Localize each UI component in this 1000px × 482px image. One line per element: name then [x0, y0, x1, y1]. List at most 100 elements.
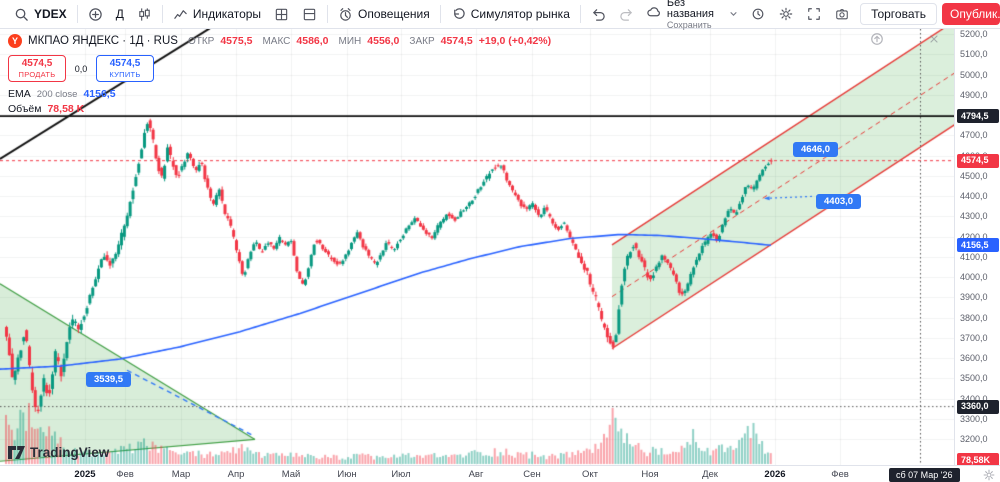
- indicators-label: Индикаторы: [192, 7, 262, 21]
- buy-button[interactable]: 4574,5 КУПИТЬ: [96, 55, 154, 82]
- toolbar-separator: [579, 5, 581, 23]
- redo-icon: [619, 7, 634, 22]
- open-label: ОТКР: [187, 35, 215, 47]
- scroll-to-recent-icon[interactable]: [870, 32, 884, 51]
- price-tick: 3300,0: [960, 413, 988, 424]
- price-tick: 3900,0: [960, 292, 988, 303]
- volume-legend-row[interactable]: Объём 78,58 K: [8, 103, 551, 115]
- replay-label: Симулятор рынка: [470, 7, 570, 21]
- time-tick: Фев: [831, 469, 849, 480]
- price-tick: 3500,0: [960, 373, 988, 384]
- toolbar-separator: [439, 5, 441, 23]
- price-tick: 5000,0: [960, 69, 988, 80]
- price-tick: 4500,0: [960, 170, 988, 181]
- price-tick: 4400,0: [960, 191, 988, 201]
- price-tick: 3200,0: [960, 434, 988, 444]
- fullscreen-button[interactable]: [801, 2, 827, 26]
- tradingview-mark-icon: [8, 446, 25, 459]
- axis-settings-icon[interactable]: [983, 468, 995, 482]
- toolbar-right-group: Без названия Сохранить Торговать Опублик…: [641, 0, 1000, 30]
- time-tick: Июн: [337, 469, 357, 480]
- chart-style-button[interactable]: [131, 2, 158, 26]
- chevron-down-icon: [729, 5, 738, 23]
- price-badge[interactable]: 4794,5: [957, 109, 999, 124]
- sell-label: ПРОДАТЬ: [18, 69, 56, 79]
- price-chart-canvas[interactable]: [0, 29, 954, 465]
- price-label-badge[interactable]: 3539,5: [86, 372, 132, 387]
- price-badge[interactable]: 78,58K: [957, 453, 999, 467]
- grid-layout-icon: [274, 7, 289, 22]
- symbol-search-button[interactable]: YDEX: [8, 2, 73, 26]
- publish-button[interactable]: Опублик...: [942, 3, 1000, 25]
- redo-button[interactable]: [613, 2, 640, 26]
- close-icon[interactable]: [928, 32, 940, 51]
- price-tick: 5100,0: [960, 49, 988, 60]
- time-axis[interactable]: сб 07 Мар '26 2025 Фев Мар Апр Май Июн Июл Авг С…: [0, 465, 1000, 482]
- price-tick: 4100,0: [960, 251, 988, 262]
- buy-label: КУПИТЬ: [109, 69, 141, 79]
- time-tick: Ноя: [641, 469, 659, 480]
- time-tick: Сен: [523, 469, 541, 480]
- price-badge[interactable]: 3360,0: [957, 399, 999, 414]
- save-layout-menu[interactable]: Без названия Сохранить: [641, 0, 743, 30]
- alerts-label: Оповещения: [358, 7, 430, 21]
- close-label: ЗАКР: [409, 35, 435, 47]
- undo-button[interactable]: [585, 2, 612, 26]
- clock-icon: [751, 7, 765, 21]
- price-label-badge[interactable]: 4646,0: [793, 142, 839, 157]
- alarm-clock-icon: [338, 7, 353, 22]
- chart-legend: Y МКПАО ЯНДЕКС · 1Д · RUS ОТКР 4575,5 МА…: [8, 34, 551, 115]
- spread-value: 0,0: [74, 63, 88, 74]
- cloud-save-icon: [646, 4, 661, 24]
- snapshot-button[interactable]: [829, 2, 855, 26]
- sell-button[interactable]: 4574,5 ПРОДАТЬ: [8, 55, 66, 82]
- price-tick: 4200,0: [960, 231, 988, 242]
- replay-button[interactable]: Симулятор рынка: [445, 2, 576, 26]
- date-badge: сб 07 Мар '26: [889, 468, 960, 482]
- settings-button[interactable]: [773, 2, 799, 26]
- open-value: 4575,5: [220, 35, 253, 47]
- alerts-button[interactable]: Оповещения: [332, 2, 436, 26]
- time-tick: Дек: [702, 469, 718, 480]
- tradingview-logo-text: TradingView: [30, 445, 110, 460]
- high-value: 4586,0: [296, 35, 329, 47]
- compare-button[interactable]: [82, 2, 109, 26]
- gear-icon: [779, 7, 793, 21]
- undo-icon: [591, 7, 606, 22]
- ema-params: 200 close: [36, 88, 78, 100]
- indicator-templates-button[interactable]: [268, 2, 295, 26]
- camera-icon: [835, 7, 849, 21]
- price-tick: 3400,0: [960, 393, 988, 404]
- indicators-button[interactable]: Индикаторы: [167, 2, 267, 26]
- time-tick: 2025: [74, 469, 96, 480]
- interval-button[interactable]: Д: [110, 2, 130, 26]
- toolbar-separator: [76, 5, 78, 23]
- time-tick: Фев: [116, 469, 134, 480]
- top-toolbar: YDEX Д Индикаторы Оповещения: [0, 0, 1000, 30]
- price-tick: 3800,0: [960, 312, 988, 323]
- price-axis[interactable]: 3200,0 3300,0 3400,0 3500,0 3600,0 3700,0 3800…: [954, 29, 1000, 467]
- legend-symbol-row: Y МКПАО ЯНДЕКС · 1Д · RUS ОТКР 4575,5 МА…: [8, 34, 551, 48]
- price-tick: 4700,0: [960, 130, 988, 141]
- market-status-button[interactable]: [745, 2, 771, 26]
- time-tick: Июл: [391, 469, 411, 480]
- price-badge[interactable]: 4156,5: [957, 238, 999, 253]
- price-tick: 4300,0: [960, 211, 988, 222]
- price-badge[interactable]: 4574,5: [957, 153, 999, 168]
- candles-icon: [137, 7, 152, 22]
- layout-templates-button[interactable]: [296, 2, 323, 26]
- symbol-title[interactable]: МКПАО ЯНДЕКС · 1Д · RUS: [28, 35, 178, 47]
- tradingview-logo[interactable]: TradingView: [8, 445, 109, 460]
- close-value: 4574,5: [440, 35, 473, 47]
- ema-value: 4156,5: [83, 88, 116, 100]
- time-tick: Апр: [227, 469, 245, 480]
- ema-legend-row[interactable]: EMA 200 close 4156,5: [8, 88, 551, 100]
- panes-icon: [302, 7, 317, 22]
- trade-button[interactable]: Торговать: [860, 3, 937, 25]
- trade-widget: 4574,5 ПРОДАТЬ 0,0 4574,5 КУПИТЬ: [8, 55, 551, 82]
- low-label: МИН: [338, 35, 362, 47]
- sell-price: 4574,5: [21, 57, 53, 69]
- interval-label: Д: [115, 7, 124, 21]
- price-label-badge[interactable]: 4403,0: [816, 194, 862, 209]
